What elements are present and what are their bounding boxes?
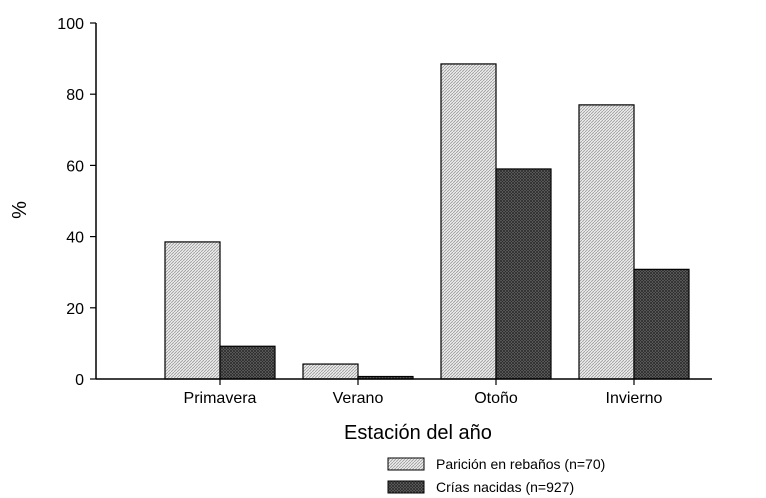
x-tick-label-1: Verano	[333, 390, 384, 407]
y-ticks: 0 20 40 60 80 100	[57, 16, 96, 389]
legend-label-dark: Crías nacidas (n=927)	[436, 479, 574, 495]
bar-paricion-0	[164, 241, 221, 380]
plot-area	[164, 63, 690, 380]
y-tick-label-3: 60	[66, 158, 84, 175]
y-tick-label-1: 20	[66, 301, 84, 318]
legend: Parición en rebaños (n=70) Crías nacidas…	[387, 456, 605, 495]
x-ticks: Primavera Verano Otoño Invierno	[184, 379, 663, 407]
x-axis-title: Estación del año	[344, 422, 492, 444]
legend-label-light: Parición en rebaños (n=70)	[436, 456, 605, 472]
bar-paricion-3	[578, 104, 635, 380]
x-tick-label-0: Primavera	[184, 390, 257, 407]
legend-swatch-light	[387, 457, 425, 471]
y-tick-label-4: 80	[66, 87, 84, 104]
bar-crias-2	[495, 168, 552, 380]
bar-paricion-1	[302, 363, 359, 380]
y-tick-label-5: 100	[57, 16, 84, 33]
y-tick-label-0: 0	[75, 372, 84, 389]
x-tick-label-3: Invierno	[606, 390, 663, 407]
x-tick-label-2: Otoño	[474, 390, 518, 407]
y-tick-label-2: 40	[66, 230, 84, 247]
legend-swatch-dark	[387, 480, 425, 494]
bar-paricion-2	[440, 63, 497, 380]
bar-crias-0	[219, 345, 276, 380]
bar-crias-3	[633, 268, 690, 380]
y-axis-title: %	[9, 201, 31, 219]
